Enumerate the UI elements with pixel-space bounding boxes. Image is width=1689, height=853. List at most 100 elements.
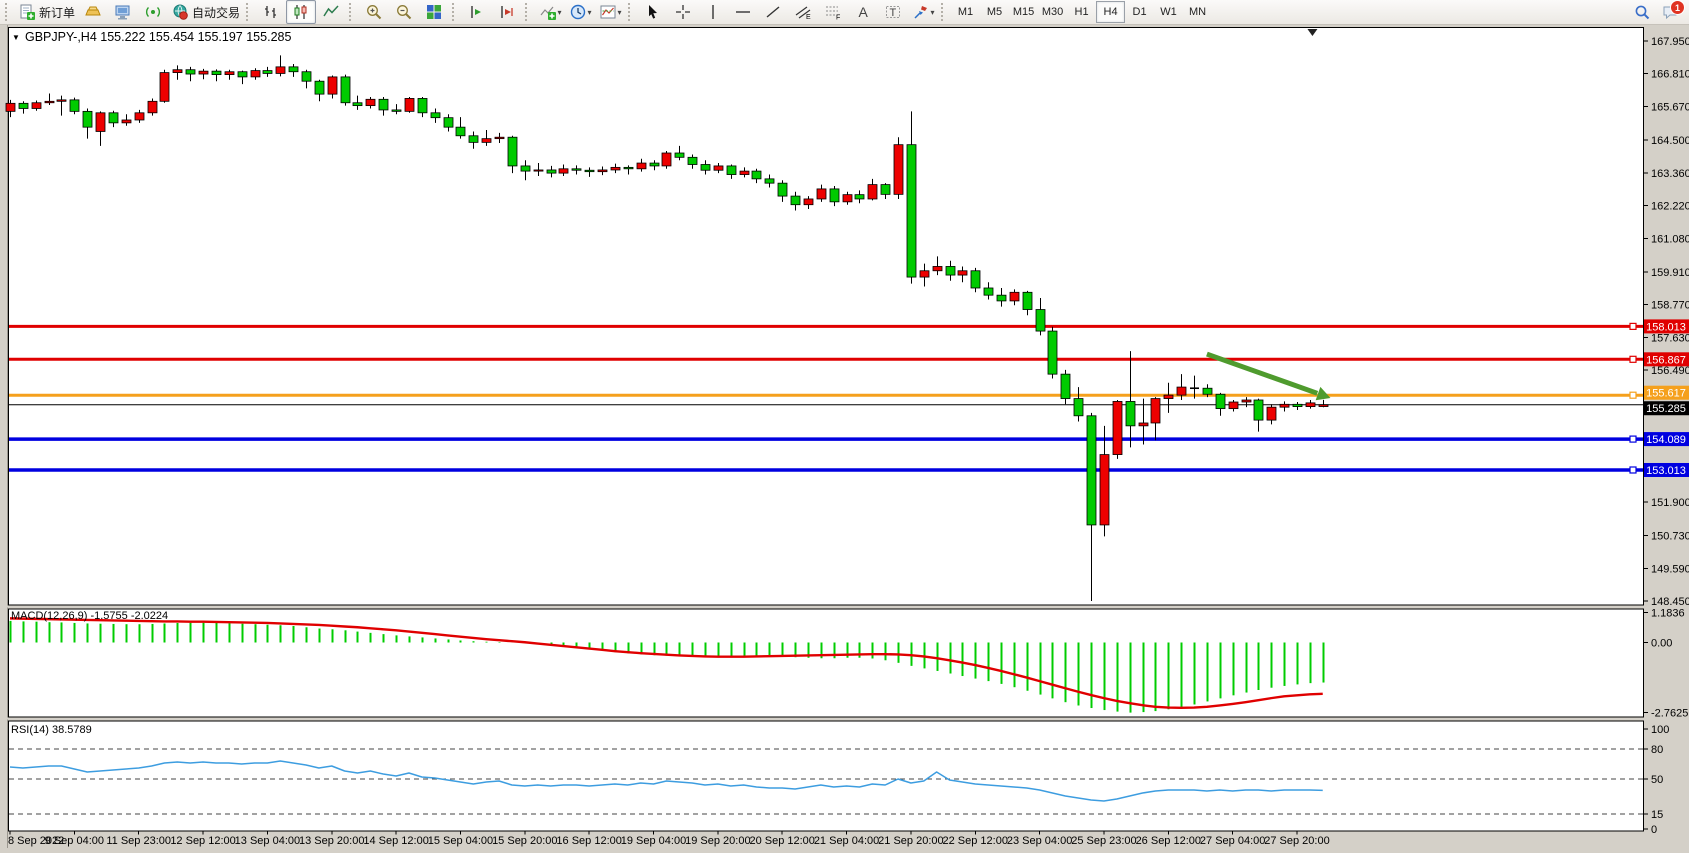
candle-body [1047,330,1058,375]
trend-arrow-head[interactable] [1315,386,1331,401]
chart-shift-button[interactable] [492,0,522,24]
candle-body [147,100,158,114]
channel-button[interactable]: E [788,0,818,24]
tf-h1[interactable]: H1 [1067,1,1096,23]
pane-frames [0,27,1689,853]
zoom-in-button[interactable] [359,0,389,24]
chart-shift-marker-icon[interactable] [1307,29,1318,36]
candle-body [854,194,865,200]
time-tick-label: 27 Sep 20:00 [1264,835,1329,847]
cursor-button[interactable] [638,0,668,24]
trendline-button[interactable] [758,0,788,24]
autotrade-button[interactable]: 自动交易 [168,0,243,24]
arrows-button[interactable]: ▾ [908,0,938,24]
market-watch-button[interactable] [108,0,138,24]
deposit-button[interactable] [78,0,108,24]
candle-body [661,152,672,167]
pane-splitter[interactable] [0,605,1689,608]
candle-body [520,165,531,172]
candle-body [1138,422,1149,427]
templates-button[interactable]: ▾ [595,0,625,24]
hline-anchor[interactable] [1629,322,1637,330]
candle-body [494,136,505,140]
price-tick-label: 162.220 [1651,201,1689,213]
auto-scroll-button[interactable] [462,0,492,24]
zoom-in-icon [365,3,383,21]
candle-body [983,287,994,296]
vertical-line-button[interactable] [698,0,728,24]
time-tick-label: 27 Sep 04:00 [1200,835,1265,847]
label-icon: T [884,3,902,21]
time-tick-label: 21 Sep 20:00 [878,835,943,847]
candle-body [764,178,775,184]
price-tick-label: 148.450 [1651,596,1689,608]
signals-button[interactable] [138,0,168,24]
candle-body [1292,403,1303,408]
periods-button[interactable]: ▾ [565,0,595,24]
candle-body [623,166,634,170]
zoom-out-button[interactable] [389,0,419,24]
tf-mn[interactable]: MN [1183,1,1212,23]
tf-m1[interactable]: M1 [951,1,980,23]
tile-windows-button[interactable] [419,0,449,24]
price-tick-label: 161.080 [1651,233,1689,245]
chat-button[interactable]: 1 [1657,0,1685,23]
hline-anchor[interactable] [1629,466,1637,474]
chart-shift-icon [498,3,516,21]
tf-h4[interactable]: H4 [1096,1,1126,23]
tf-d1[interactable]: D1 [1125,1,1154,23]
candle-body [1241,399,1252,403]
tf-w1[interactable]: W1 [1154,1,1183,23]
hline-anchor[interactable] [1629,391,1637,399]
auto-scroll-icon [468,3,486,21]
notification-badge: 1 [1670,0,1685,15]
price-badge-156.867 [1644,352,1689,367]
tf-m5[interactable]: M5 [980,1,1009,23]
rsi-tick-label: 80 [1651,744,1663,756]
symbol-dropdown-icon[interactable]: ▼ [12,33,20,42]
time-tick-label: 13 Sep 04:00 [235,835,300,847]
price-badge-155.617 [1644,385,1689,400]
candle-body [945,266,956,276]
candle-body [108,112,119,124]
zoom-out-icon [395,3,413,21]
text-button[interactable]: A [848,0,878,24]
search-button[interactable] [1627,0,1657,24]
horizontal-line-button[interactable] [728,0,758,24]
line-chart-button[interactable] [316,0,346,24]
fibonacci-button[interactable]: F [818,0,848,24]
tf-mn-label: MN [1188,6,1207,18]
candle-body [713,165,724,171]
candle-body [1279,403,1290,408]
horizontal-lines[interactable] [9,322,1643,474]
candle-body [700,164,711,171]
candle-body [468,135,479,143]
indicators-button[interactable]: ▾ [535,0,565,24]
rsi-tick-label: 100 [1651,724,1669,736]
price-badge-label: 154.089 [1646,434,1686,446]
hline-anchor[interactable] [1629,355,1637,363]
macd-tick-label: -2.7625 [1651,708,1688,720]
bar-chart-button[interactable] [256,0,286,24]
tf-m15[interactable]: M15 [1009,1,1038,23]
candle-body [546,169,557,174]
candle-body [674,152,685,158]
trend-arrow-line[interactable] [1206,351,1319,396]
hline-anchor[interactable] [1629,435,1637,443]
candlestick-chart-button[interactable] [286,0,317,24]
candle-body [829,188,840,203]
time-tick-label: 9 Sep 04:00 [45,835,104,847]
tf-m30[interactable]: M30 [1038,1,1067,23]
price-tick-label: 158.770 [1651,300,1689,312]
crosshair-button[interactable] [668,0,698,24]
time-tick-label: 15 Sep 04:00 [428,835,493,847]
pane-frame [8,27,1644,606]
new-order-button[interactable]: 新订单 [15,0,78,24]
axes: 167.950 166.810 165.670 164.500 163.360 162.2… [8,36,1689,847]
candle-body [185,69,196,75]
trend-arrow[interactable] [1206,351,1331,401]
trendline-icon [764,3,782,21]
text-label-button[interactable]: T [878,0,908,24]
pane-splitter[interactable] [0,717,1689,720]
price-tick-label: 151.900 [1651,497,1689,509]
